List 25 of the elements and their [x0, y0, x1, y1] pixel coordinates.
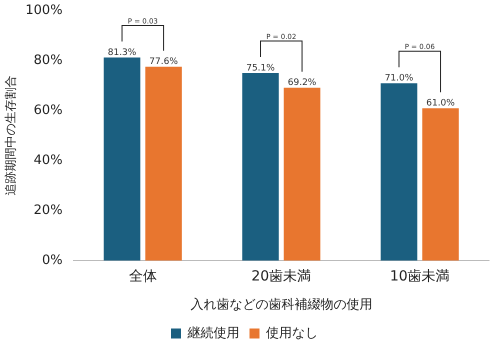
bar	[380, 83, 418, 261]
x-tick-label: 10歯未満	[390, 268, 450, 285]
y-tick-label: 20%	[34, 203, 63, 218]
bar	[242, 73, 279, 261]
y-tick-label: 100%	[25, 3, 63, 18]
y-tick-label: 60%	[34, 103, 63, 118]
y-axis-title: 追跡期間中の生存割合	[3, 76, 18, 196]
data-label: 77.6%	[149, 57, 178, 68]
bar	[284, 88, 320, 261]
data-label: 61.0%	[426, 98, 456, 109]
y-tick-label: 0%	[42, 252, 63, 268]
data-label: 69.2%	[288, 78, 317, 88]
legend-label: 使用なし	[266, 326, 318, 341]
y-tick-label: 80%	[34, 53, 63, 68]
data-label: 81.3%	[108, 48, 137, 58]
x-tick-label: 全体	[128, 268, 157, 285]
y-tick-label: 40%	[34, 153, 63, 168]
x-axis-title: 入れ歯などの歯科補綴物の使用	[190, 298, 372, 313]
bar	[104, 58, 140, 261]
legend-label: 継続使用	[186, 326, 240, 341]
x-tick-label: 20歯未満	[251, 268, 312, 285]
data-label: 75.1%	[246, 63, 276, 74]
bar	[422, 108, 459, 261]
data-label: 71.0%	[384, 74, 414, 84]
bar	[145, 66, 182, 261]
